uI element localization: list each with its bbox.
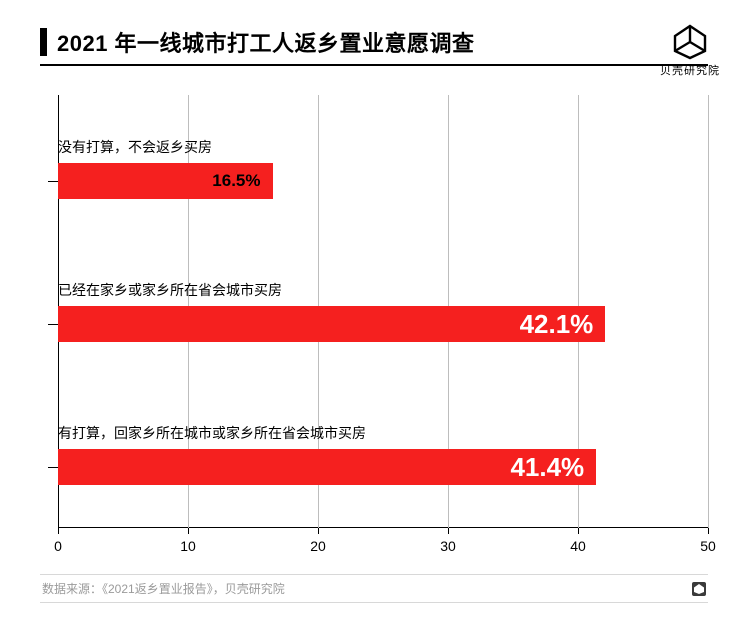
brand-logo: 贝壳研究院 [660,24,720,78]
plot-area: 01020304050没有打算，不会返乡买房16.5%已经在家乡或家乡所在省会城… [58,95,708,528]
footer-logo-icon [692,582,706,596]
x-axis [58,527,708,528]
bar-category-label: 已经在家乡或家乡所在省会城市买房 [58,280,708,300]
bar-group: 已经在家乡或家乡所在省会城市买房 42.1% [58,280,708,342]
bar-value-label: 41.4% [510,452,584,483]
bar-category-label: 有打算，回家乡所在城市或家乡所在省会城市买房 [58,423,708,443]
title-underline [40,64,708,66]
bar-group: 有打算，回家乡所在城市或家乡所在省会城市买房 41.4% [58,423,708,485]
bar-value-label: 16.5% [212,171,260,191]
title-wrap: 2021 年一线城市打工人返乡置业意愿调查 [40,26,475,58]
data-source: 数据来源：《2021返乡置业报告》，贝壳研究院 [42,580,285,597]
header: 2021 年一线城市打工人返乡置业意愿调查 贝壳研究院 [0,0,750,88]
bar: 41.4% [58,449,596,485]
x-tick-label: 0 [54,538,62,554]
x-tick-label: 20 [310,538,326,554]
x-tick-label: 40 [570,538,586,554]
x-tick [708,528,709,534]
x-tick-label: 50 [700,538,716,554]
x-tick [448,528,449,534]
y-tick [48,324,58,325]
x-tick-label: 10 [180,538,196,554]
footer: 数据来源：《2021返乡置业报告》，贝壳研究院 [40,574,708,603]
bar-value-label: 42.1% [520,309,594,340]
bar: 16.5% [58,163,273,199]
bar-category-label: 没有打算，不会返乡买房 [58,137,708,157]
y-tick [48,181,58,182]
gridline [708,95,709,528]
x-tick [318,528,319,534]
x-tick [188,528,189,534]
y-tick [48,467,58,468]
shell-logo-icon [670,24,710,60]
chart-card: 2021 年一线城市打工人返乡置业意愿调查 贝壳研究院 0 10 20 30 40 50 没… [0,0,750,631]
x-tick [578,528,579,534]
title-accent-bar [40,28,47,56]
bar-chart: 01020304050没有打算，不会返乡买房16.5%已经在家乡或家乡所在省会城… [58,95,708,556]
x-tick-label: 30 [440,538,456,554]
x-tick [58,528,59,534]
bar: 42.1% [58,306,605,342]
chart-title: 2021 年一线城市打工人返乡置业意愿调查 [57,26,475,58]
bar-group: 没有打算，不会返乡买房 16.5% [58,137,708,199]
